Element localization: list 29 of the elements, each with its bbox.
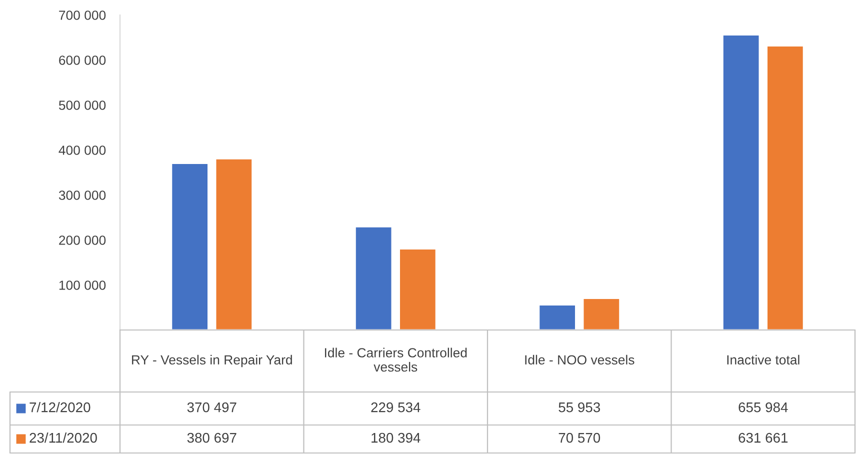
x-tick-label: Idle - NOO vessels bbox=[525, 354, 634, 365]
bar bbox=[538, 304, 576, 330]
x-tick-label: RY - Vessels in Repair Yard bbox=[132, 354, 292, 368]
x-tick-label: Inactive total bbox=[727, 354, 800, 365]
bar bbox=[214, 158, 253, 330]
data-label: 380 697 bbox=[187, 432, 236, 443]
bar bbox=[722, 34, 760, 330]
y-tick-label: 100 000 bbox=[59, 280, 106, 290]
y-tick-label: 700 000 bbox=[59, 10, 106, 20]
y-tick-label: 400 000 bbox=[58, 146, 106, 155]
data-label: 55 953 bbox=[558, 402, 600, 412]
data-label: 70 570 bbox=[558, 432, 600, 443]
data-label: 370 497 bbox=[187, 402, 236, 412]
y-tick-label: 500 000 bbox=[58, 100, 106, 110]
data-label: 631 661 bbox=[738, 432, 788, 443]
y-tick-label: 600 000 bbox=[59, 56, 106, 65]
data-label: 180 394 bbox=[372, 432, 420, 443]
data-label: 655 984 bbox=[738, 402, 788, 412]
x-tick-label: Idle - Carriers Controlled vessels bbox=[324, 348, 467, 372]
bar bbox=[170, 162, 209, 330]
y-tick-label: 300 000 bbox=[58, 190, 106, 200]
bar bbox=[582, 298, 620, 330]
y-tick-label: 200 000 bbox=[59, 236, 106, 245]
bar bbox=[398, 248, 437, 330]
legend-label: 23/11/2020 bbox=[30, 432, 97, 443]
bar bbox=[354, 226, 393, 330]
bar bbox=[766, 45, 804, 330]
legend-label: 7/12/2020 bbox=[30, 402, 90, 412]
data-label: 229 534 bbox=[371, 402, 420, 412]
